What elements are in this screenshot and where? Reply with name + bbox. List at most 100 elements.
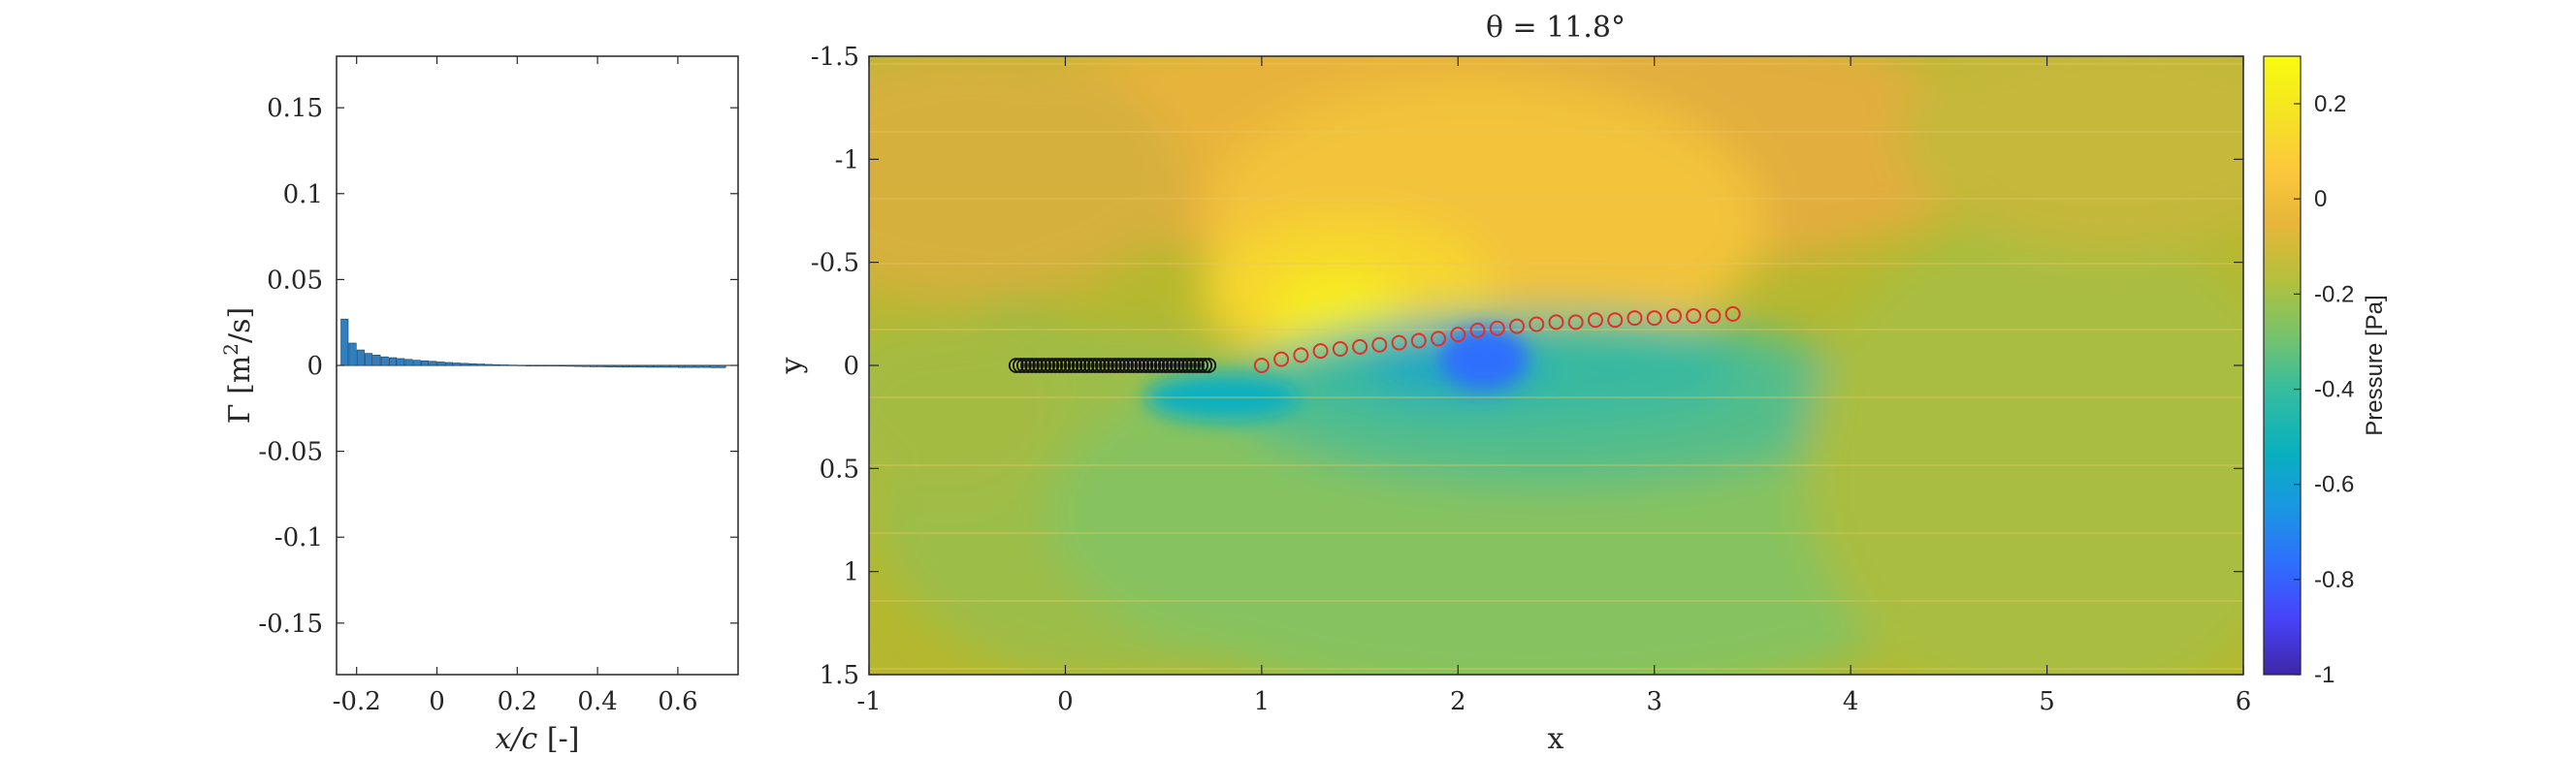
- circulation-xtick-label: -0.2: [333, 687, 381, 716]
- wake-vortex-marker: [1567, 314, 1584, 331]
- pressure-field-chart: -1 0 1 2 3 4 5 6-1.5-1-0.500.511.5 θ = 11.8° x …: [775, 11, 2388, 756]
- circulation-bar: [629, 364, 638, 368]
- bound-vortex-marker: [1145, 358, 1162, 373]
- circulation-xtick-label: 0: [429, 687, 445, 716]
- bound-vortex-marker: [1067, 358, 1083, 373]
- colorbar-tick-label: -0.6: [2314, 472, 2354, 498]
- bound-vortex-marker: [1028, 358, 1044, 373]
- bound-vortex-marker: [1020, 358, 1036, 373]
- bound-vortex-marker: [1008, 358, 1024, 373]
- circulation-ytick-label: 0.05: [267, 266, 323, 295]
- bound-vortex-marker: [1149, 358, 1166, 373]
- colorbar-tick-label: -0.2: [2314, 281, 2354, 307]
- circulation-ytick-label: -0.1: [274, 523, 323, 552]
- pressure-ticks: -1 0 1 2 3 4 5 6 -1.5 -1 -0.5 0 0.5 1 1.5: [811, 43, 2251, 716]
- colorbar: 0.2 0 -0.2 -0.4 -0.6 -0.8 -1 Pressure [Pa]: [2263, 55, 2388, 688]
- wake-vortex-marker: [1724, 305, 1741, 322]
- circulation-bar: [541, 364, 550, 366]
- bound-vortex-marker: [1063, 358, 1079, 373]
- bound-vortex-marker: [1157, 358, 1174, 373]
- circulation-bar: [365, 353, 373, 366]
- circulation-ytick-label: -0.15: [258, 610, 323, 639]
- colorbar-gradient: [2263, 55, 2302, 676]
- circulation-bar: [356, 349, 365, 366]
- circulation-bar: [678, 364, 687, 368]
- circulation-bar: [532, 364, 542, 366]
- bound-vortex-marker: [1118, 358, 1135, 373]
- bound-vortex-marker: [1012, 358, 1028, 373]
- pressure-xtick-label: 5: [2039, 687, 2055, 716]
- colorbar-tick-label: -0.8: [2314, 567, 2354, 593]
- circulation-bar: [637, 364, 646, 368]
- circulation-bar: [613, 364, 622, 367]
- wake-vortex-marker: [1312, 343, 1329, 360]
- circulation-bar: [718, 364, 726, 368]
- circulation-bar: [477, 363, 486, 366]
- circulation-bar: [340, 318, 349, 366]
- circulation-bar: [669, 364, 678, 368]
- circulation-xlabel: x/c [-]: [496, 722, 580, 756]
- colorbar-tick-label: 0.2: [2314, 91, 2346, 117]
- wake-vortex-marker: [1686, 307, 1702, 324]
- wake-vortex-marker: [1352, 338, 1368, 355]
- circulation-bar: [605, 364, 614, 367]
- pressure-ytick-label: -1.5: [811, 43, 859, 72]
- wake-vortex-marker: [1489, 320, 1505, 336]
- bound-vortex-marker: [1075, 358, 1091, 373]
- bound-vortex-marker: [1103, 358, 1118, 373]
- wake-vortex-marker: [1410, 332, 1427, 349]
- circulation-xtick-label: 0.2: [498, 687, 537, 716]
- bound-vortex-marker: [1165, 358, 1181, 373]
- bound-vortex-marker: [1047, 358, 1064, 373]
- circulation-bar: [412, 360, 421, 366]
- circulation-bar: [453, 363, 462, 366]
- bound-vortex-marker: [1024, 358, 1040, 373]
- circulation-bar: [397, 358, 405, 366]
- circulation-ytick-label: -0.05: [258, 438, 323, 467]
- bound-vortex-marker: [1189, 358, 1205, 373]
- colorbar-tick-label: 0: [2314, 186, 2327, 212]
- pressure-field: [869, 56, 2243, 675]
- pressure-ytick-label: 0: [843, 352, 859, 381]
- circulation-ytick-label: 0: [306, 352, 323, 381]
- circulation-bar: [565, 364, 574, 367]
- wake-vortex-marker: [1371, 336, 1388, 353]
- colorbar-label: Pressure [Pa]: [2362, 295, 2388, 435]
- wake-vortex-marker: [1273, 351, 1290, 367]
- bound-vortex-marker: [1142, 358, 1158, 373]
- wake-vortex-marker: [1391, 334, 1407, 351]
- pressure-xtick-label: 3: [1646, 687, 1662, 716]
- circulation-bar: [573, 364, 582, 367]
- circulation-bar: [436, 362, 445, 366]
- circulation-bar: [468, 363, 477, 366]
- bound-vortex-marker: [1173, 358, 1189, 373]
- colorbar-ticks: 0.2 0 -0.2 -0.4 -0.6 -0.8 -1: [2294, 91, 2354, 688]
- circulation-ytick-label: 0.15: [267, 94, 323, 123]
- bound-vortex-marker: [1161, 358, 1177, 373]
- circulation-bar: [517, 364, 526, 366]
- pressure-ylabel: y: [775, 357, 809, 374]
- circulation-bar: [654, 364, 662, 368]
- circulation-bar: [493, 363, 501, 366]
- wake-vortex-marker: [1509, 318, 1526, 334]
- circulation-bar: [589, 364, 597, 367]
- bound-vortex-marker: [1059, 358, 1076, 373]
- bound-vortex-marker: [1138, 358, 1154, 373]
- circulation-ytick-label: 0.1: [283, 180, 323, 209]
- pressure-ytick-label: -1: [835, 145, 859, 174]
- circulation-bar: [429, 361, 437, 366]
- circulation-chart: -0.2 0 0.2 0.4 0.6 0.15 0.1 0.05 0 -0.05 -0.1 -0.15…: [219, 55, 739, 756]
- circulation-bar: [404, 359, 413, 366]
- bound-vortex-marker: [1032, 358, 1048, 373]
- pressure-xtick-label: -1: [856, 687, 881, 716]
- wake-vortex-marker: [1665, 307, 1682, 324]
- pressure-title: θ = 11.8°: [1486, 11, 1626, 45]
- circulation-bar: [557, 364, 565, 367]
- circulation-bars: [340, 318, 726, 368]
- circulation-bar: [710, 364, 719, 368]
- circulation-bar: [622, 364, 630, 368]
- pressure-xtick-label: 6: [2236, 687, 2252, 716]
- circulation-xtick-label: 0.4: [577, 687, 617, 716]
- colorbar-tick-label: -0.4: [2314, 377, 2354, 403]
